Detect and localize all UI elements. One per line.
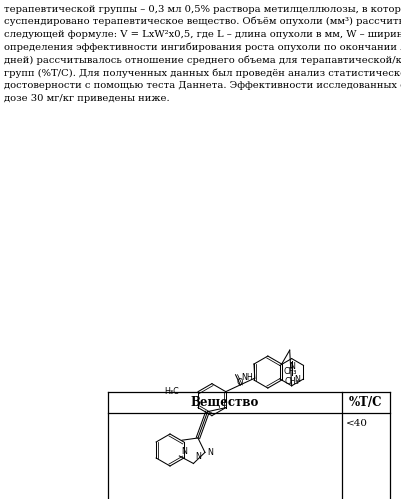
Text: N: N [207, 448, 212, 457]
Text: CH₃: CH₃ [284, 377, 298, 386]
Text: H₃C: H₃C [164, 387, 178, 396]
Text: <40: <40 [345, 419, 367, 428]
Text: достоверности с помощью теста Даннета. Эффективности исследованных соединений в: достоверности с помощью теста Даннета. Э… [4, 81, 401, 90]
Text: дней) рассчитывалось отношение среднего объема для терапавтической/контрольной: дней) рассчитывалось отношение среднего … [4, 55, 401, 65]
Text: определения эффективности ингибирования роста опухоли по окончании лечения (20: определения эффективности ингибирования … [4, 42, 401, 52]
Text: O: O [236, 378, 242, 387]
Text: %T/C: %T/C [348, 396, 382, 409]
Text: терапевтической группы – 0,3 мл 0,5% раствора метилцеллюлозы, в котором было: терапевтической группы – 0,3 мл 0,5% рас… [4, 4, 401, 13]
Text: N: N [294, 375, 300, 384]
Text: N: N [195, 453, 201, 462]
Text: следующей формуле: V = LxW²x0,5, где L – длина опухоли в мм, W – ширина в мм. Дл: следующей формуле: V = LxW²x0,5, где L –… [4, 29, 401, 38]
Text: групп (%Т/С). Для полученных данных был проведён анализ статистической: групп (%Т/С). Для полученных данных был … [4, 68, 401, 77]
Text: дозе 30 мг/кг приведены ниже.: дозе 30 мг/кг приведены ниже. [4, 94, 169, 103]
Text: NH: NH [241, 373, 253, 382]
Text: Вещество: Вещество [190, 396, 259, 409]
Text: N: N [288, 362, 294, 371]
Text: N: N [180, 447, 186, 456]
Text: CF₃: CF₃ [283, 367, 296, 376]
Text: суспендировано терапевтическое вещество. Объём опухоли (мм³) рассчитывали по: суспендировано терапевтическое вещество.… [4, 17, 401, 26]
